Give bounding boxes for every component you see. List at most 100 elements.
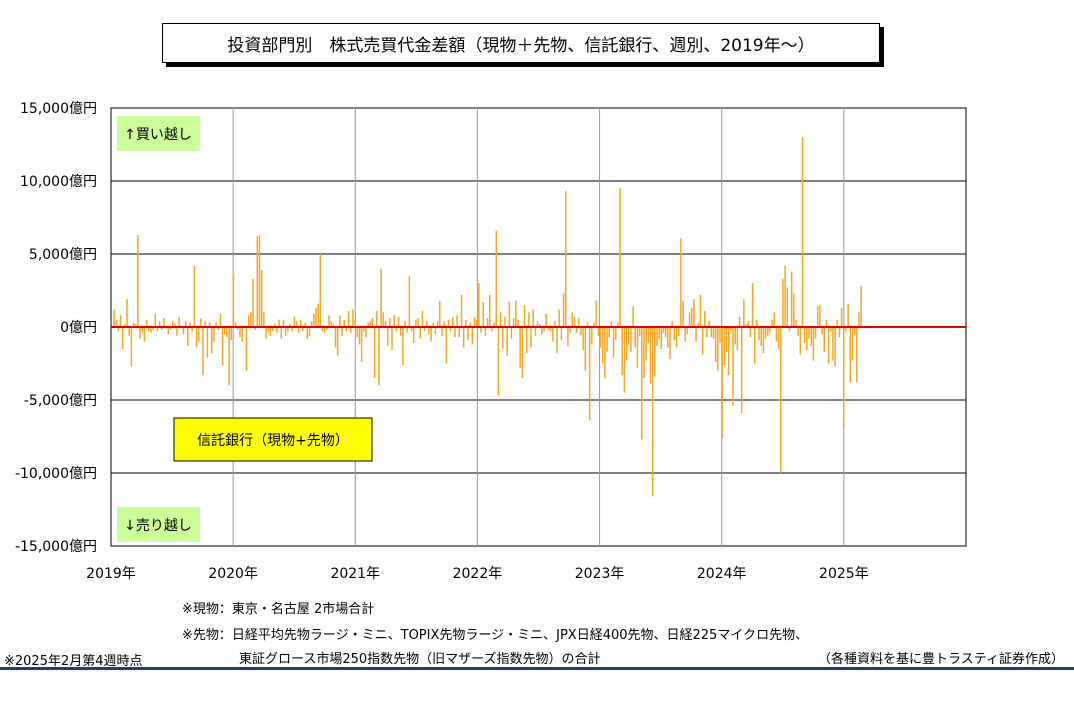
bar [784,265,786,327]
bar [799,327,802,355]
bar [853,327,856,335]
bar [512,318,515,327]
bar [302,327,304,332]
bar [347,310,350,327]
bar [376,310,378,327]
bar [399,327,402,336]
bar [753,327,756,364]
bar [654,327,656,377]
note-as-of: ※2025年2月第4週時点 [4,654,143,669]
bar [436,321,439,327]
bar [530,327,532,348]
bar [432,322,435,327]
bar [297,327,300,333]
bar [276,327,278,333]
bar [289,324,291,327]
bar [252,278,254,327]
bar [851,327,854,361]
bar [478,283,480,327]
bar [584,327,587,371]
bar [565,191,567,327]
y-tick-label: 5,000億円 [29,247,97,263]
bar [569,327,571,333]
note-spot: ※現物：東京・名古屋 2市場合計 [182,602,375,617]
bar [677,327,680,336]
bar [773,312,776,327]
bar [714,327,717,363]
bar [795,319,797,327]
bar [419,327,421,339]
y-tick-label: 0億円 [60,320,97,336]
bar [284,327,287,336]
bar [178,316,180,327]
bar [686,327,689,335]
bar [475,319,478,327]
bar [860,286,862,327]
bar [234,322,237,327]
bar [282,319,285,327]
bar [237,327,239,330]
bar [202,327,204,376]
bar [182,327,185,335]
bar [143,327,146,342]
bar [756,319,758,327]
bar [832,327,834,361]
bar [734,327,736,345]
bar [619,188,621,327]
bar [740,327,743,414]
bar [662,327,665,333]
bar [649,327,652,384]
bar [384,321,387,327]
bar [449,327,452,332]
bar [710,327,713,338]
bar [502,327,504,349]
bar [356,327,359,338]
bar [717,327,719,371]
bar [547,327,550,330]
bar [723,327,726,365]
bar [643,327,645,379]
bar [621,327,623,376]
bar [493,322,495,327]
bar [271,327,274,332]
bar [280,327,282,339]
bar [360,327,363,363]
bar [428,327,430,335]
bar [758,327,760,341]
x-tick-label: 2019年 [86,566,136,582]
bar [597,327,600,336]
bar [806,327,808,351]
bar [610,321,613,327]
bar [706,327,708,338]
legend-box [173,417,373,462]
bar [447,319,450,327]
bar [119,315,122,327]
bar [200,318,202,327]
bar [521,327,524,379]
bar [786,287,789,327]
bar [730,327,732,332]
bar [221,327,224,365]
bar [638,327,641,336]
bar [858,312,860,327]
bar [719,327,721,344]
bar [404,321,406,327]
bar [300,319,302,327]
bar [551,327,554,342]
bar [189,322,191,327]
bar [458,327,461,338]
bar [134,324,137,327]
bar [827,327,830,364]
bar [821,327,823,335]
bar [130,327,133,367]
x-tick-label: 2025年 [819,566,869,582]
bar [769,327,771,333]
bar [738,316,741,327]
bar [586,322,589,327]
bar [139,327,141,339]
bar [814,327,817,339]
bar [306,327,309,339]
bar [525,327,528,354]
bar [519,327,521,368]
bar [558,309,561,327]
